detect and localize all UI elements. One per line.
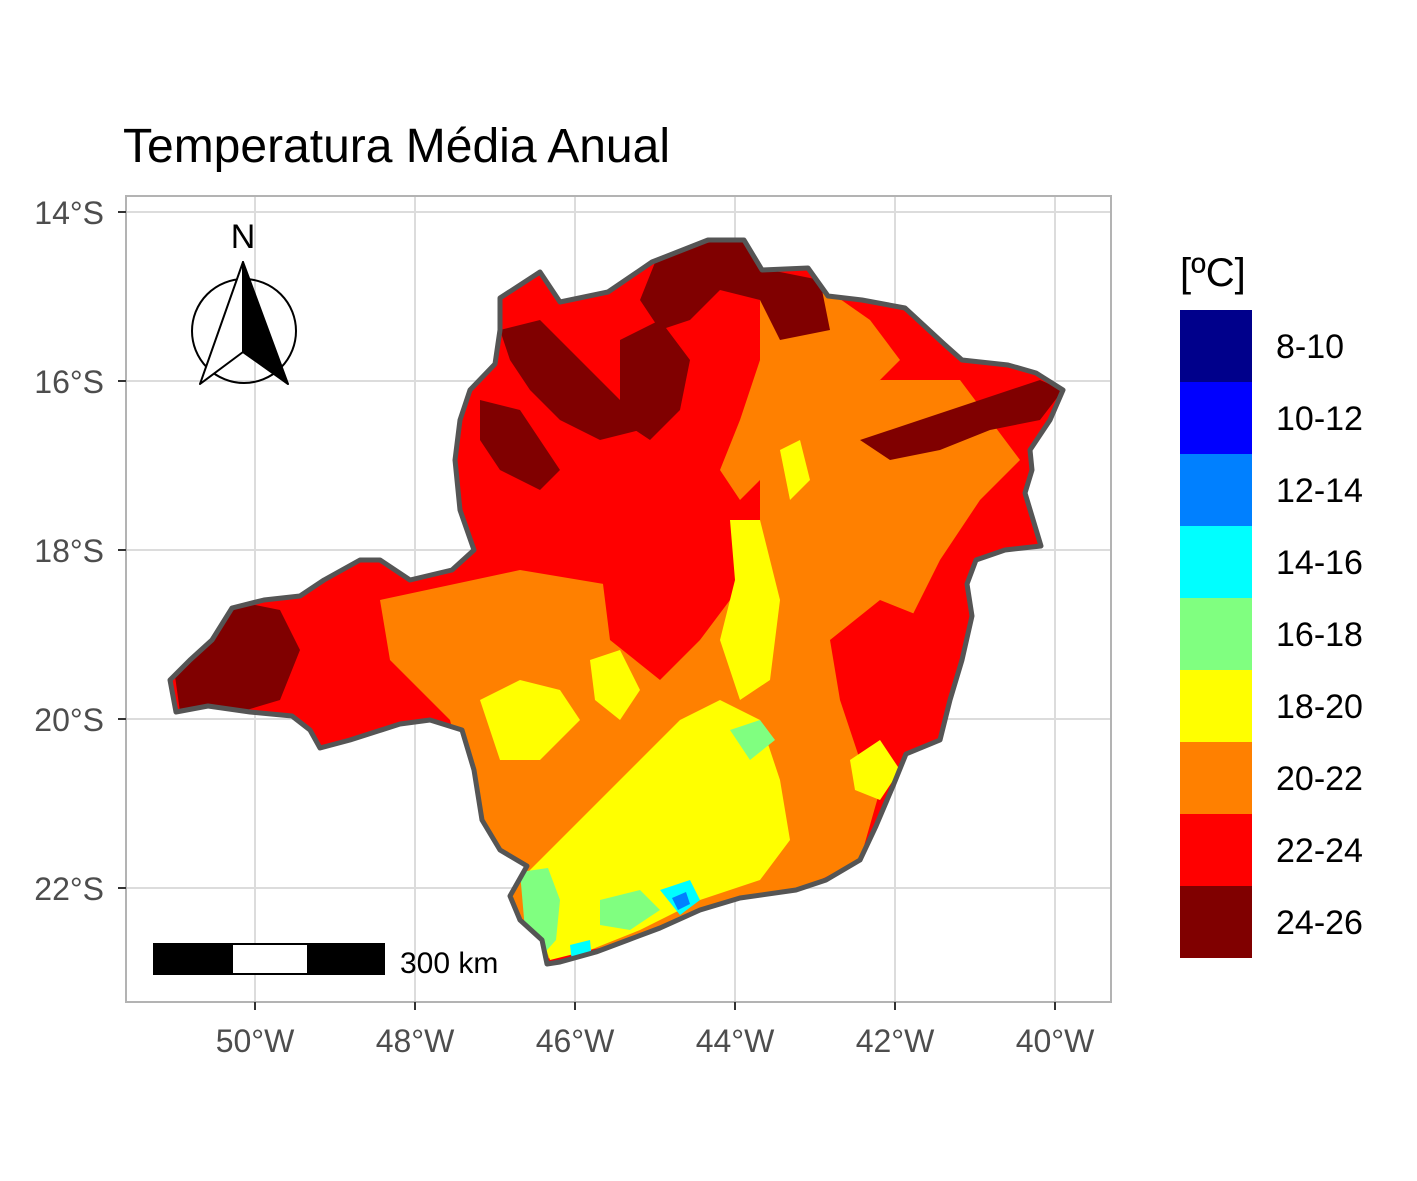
axis-ticks	[118, 211, 1056, 1010]
legend-label-10-12: 10-12	[1276, 400, 1363, 438]
x-tick-label: 50°W	[216, 1023, 295, 1059]
y-tick-label: 14°S	[34, 195, 104, 231]
north-label: N	[231, 218, 256, 256]
state-boundary	[167, 237, 1066, 967]
legend-label-8-10: 8-10	[1276, 328, 1344, 366]
legend-label-12-14: 12-14	[1276, 472, 1363, 510]
legend-swatch-22-24	[1180, 814, 1252, 886]
x-tick-label: 46°W	[536, 1023, 615, 1059]
map-panel-border	[125, 195, 1112, 1003]
map-title: Temperatura Média Anual	[123, 120, 670, 173]
x-tick-label: 48°W	[376, 1023, 455, 1059]
y-tick-label: 16°S	[34, 364, 104, 400]
legend-label-14-16: 14-16	[1276, 544, 1363, 582]
legend-label-22-24: 22-24	[1276, 832, 1363, 870]
x-tick-label: 40°W	[1016, 1023, 1095, 1059]
temperature-raster	[170, 240, 1063, 964]
x-tick-label: 42°W	[856, 1023, 935, 1059]
legend-swatch-24-26	[1180, 886, 1252, 958]
legend-swatch-20-22	[1180, 742, 1252, 814]
legend-label-18-20: 18-20	[1276, 688, 1363, 726]
x-tick-label: 44°W	[696, 1023, 775, 1059]
north-arrow-right-half	[242, 261, 289, 385]
legend-label-16-18: 16-18	[1276, 616, 1363, 654]
legend-label-20-22: 20-22	[1276, 760, 1363, 798]
y-tick-label: 18°S	[34, 533, 104, 569]
scale-bar: 300 km	[153, 943, 498, 980]
north-arrow-left-half	[199, 261, 244, 385]
scale-bar-outline	[153, 943, 385, 975]
legend: [ºC] 8-10 10-12 12-14 14-16 16-18 18-20 20-22 2…	[1180, 251, 1363, 958]
y-axis-labels: 14°S 16°S 18°S 20°S 22°S	[34, 195, 104, 907]
legend-swatch-12-14	[1180, 454, 1252, 526]
scale-bar-label: 300 km	[400, 947, 498, 980]
legend-swatch-10-12	[1180, 382, 1252, 454]
scale-bar-segment	[308, 944, 384, 974]
legend-title: [ºC]	[1180, 251, 1246, 295]
legend-swatch-14-16	[1180, 526, 1252, 598]
legend-swatch-8-10	[1180, 310, 1252, 382]
legend-items: 8-10 10-12 12-14 14-16 16-18 18-20 20-22 22-24 2…	[1180, 310, 1363, 958]
scale-bar-segment	[231, 943, 309, 975]
scale-bar-segment	[154, 944, 232, 974]
y-tick-label: 22°S	[34, 871, 104, 907]
legend-swatch-16-18	[1180, 598, 1252, 670]
legend-label-24-26: 24-26	[1276, 904, 1363, 942]
north-arrow: N	[191, 218, 297, 385]
legend-swatch-18-20	[1180, 670, 1252, 742]
x-axis-labels: 50°W 48°W 46°W 44°W 42°W 40°W	[216, 1023, 1095, 1059]
y-tick-label: 20°S	[34, 702, 104, 738]
